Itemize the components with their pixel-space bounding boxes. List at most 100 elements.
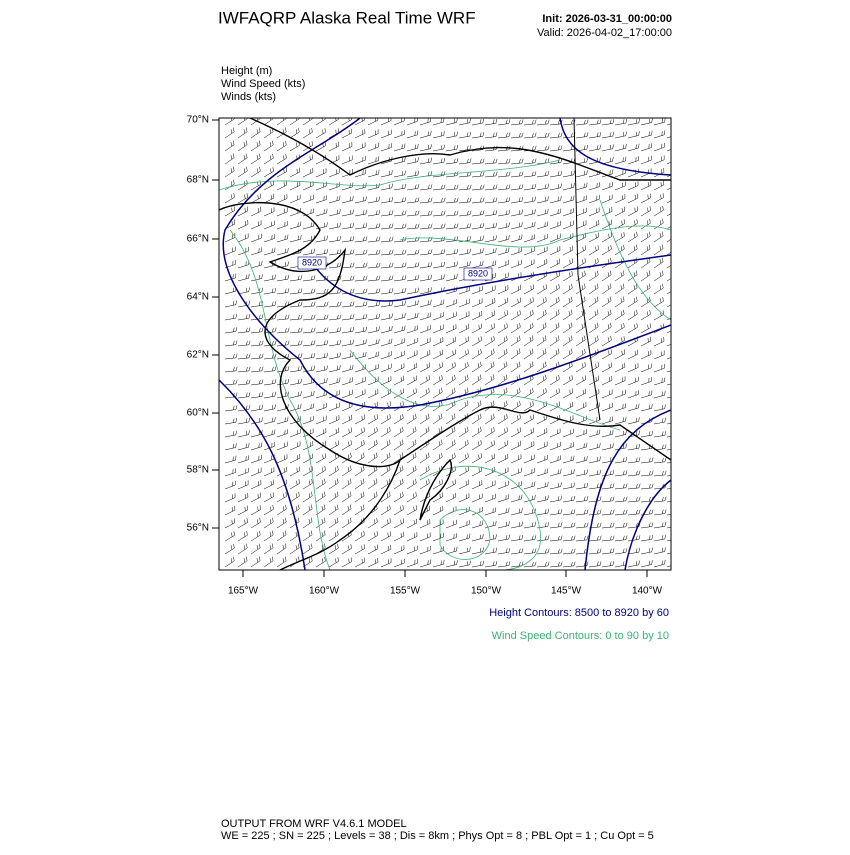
wind-barb [484, 197, 498, 204]
wind-barb [549, 233, 561, 243]
wind-barb [302, 194, 314, 204]
wind-barb [614, 548, 628, 555]
wind-barb [328, 155, 340, 165]
wind-barb [237, 379, 251, 386]
wind-barb [627, 560, 640, 568]
wind-barb [484, 132, 498, 139]
wind-barb [224, 127, 235, 139]
wind-barb [614, 232, 625, 243]
wind-barb [419, 249, 433, 256]
wind-barb [237, 233, 249, 243]
wind-barb [393, 363, 405, 373]
wind-barb [523, 481, 536, 490]
wind-barb [263, 505, 274, 516]
wind-barb [484, 285, 496, 295]
wind-barb [497, 310, 508, 321]
wind-barb [380, 544, 392, 555]
wind-barb [276, 154, 287, 165]
wind-barb [406, 143, 419, 152]
wind-barb [588, 561, 602, 568]
wind-barb [549, 561, 563, 568]
wind-barb [484, 335, 495, 347]
wind-barb [354, 339, 367, 347]
wind-barb [406, 452, 417, 464]
height-contour-info: Height Contours: 8500 to 8920 by 60 [489, 607, 669, 619]
wind-barb [549, 428, 561, 438]
wind-barb [237, 543, 248, 555]
wind-barb [601, 296, 612, 308]
wind-barb [393, 426, 404, 438]
wind-barb [471, 336, 482, 347]
wind-barb [406, 518, 418, 529]
wind-barb [627, 206, 638, 217]
wind-barb [380, 363, 392, 373]
wind-barb [341, 326, 355, 334]
wind-barb [575, 195, 588, 204]
wind-barb [601, 509, 615, 516]
wind-barb [393, 300, 406, 308]
wind-barb [445, 324, 457, 334]
wind-barb [354, 491, 365, 503]
wind-barb [458, 158, 472, 165]
wind-barb [653, 547, 666, 555]
wind-barb [406, 362, 418, 373]
wind-barb [354, 414, 365, 425]
wind-barb [354, 288, 368, 295]
wind-barb [393, 350, 405, 360]
wind-barb [419, 426, 430, 438]
wind-barb [471, 118, 484, 126]
wind-barb [471, 223, 485, 230]
wind-barb [640, 547, 653, 555]
wind-barb [406, 505, 417, 516]
wind-barb [289, 314, 303, 321]
wind-barb [523, 221, 536, 230]
wind-barb [341, 118, 352, 126]
wind-barb [549, 455, 562, 464]
wind-barb [458, 323, 470, 334]
wind-barb [406, 170, 419, 178]
wind-barb [666, 200, 671, 204]
wind-barb [354, 376, 366, 386]
wind-barb [484, 413, 495, 425]
axis-ticks: 70°N 68°N 66°N 64°N 62°N 60°N 58°N 56°N 165°W 160… [187, 115, 663, 597]
wind-barb [653, 522, 667, 529]
wind-barb [614, 376, 626, 386]
lon-label: 155°W [390, 586, 421, 597]
wind-barb [588, 429, 601, 438]
wind-barb [367, 301, 381, 308]
wind-barb [224, 505, 236, 516]
wind-barb [471, 132, 485, 139]
wind-barb [562, 258, 573, 269]
wind-barb [289, 391, 302, 399]
wind-barb [614, 522, 628, 529]
wind-barb [367, 169, 380, 178]
wind-barb [445, 546, 458, 555]
wind-barb [666, 552, 671, 555]
wind-barb [250, 556, 261, 568]
wind-barb [640, 336, 652, 347]
wind-barb [523, 348, 534, 360]
wind-barb [250, 260, 263, 269]
wind-barb [224, 468, 237, 477]
wind-barb [302, 314, 316, 321]
lon-label: 145°W [551, 586, 582, 597]
wind-barb [406, 210, 420, 217]
wind-barb [445, 158, 459, 165]
wind-barb [575, 170, 588, 178]
wind-barb [458, 466, 469, 477]
plot-frame [218, 117, 672, 571]
wind-barb [380, 426, 391, 438]
wind-barb [510, 361, 521, 373]
wind-barb [224, 518, 235, 529]
wind-barb [354, 249, 368, 256]
wind-barb [575, 522, 589, 529]
lat-label: 70°N [187, 115, 209, 126]
wind-barb [263, 517, 274, 529]
wind-barb [432, 362, 443, 373]
wind-barb [471, 413, 482, 425]
wind-barb [458, 533, 471, 542]
contour-label-box [297, 256, 327, 270]
wind-barb [601, 244, 612, 256]
wind-barb [302, 478, 313, 490]
wind-barb [419, 197, 433, 204]
